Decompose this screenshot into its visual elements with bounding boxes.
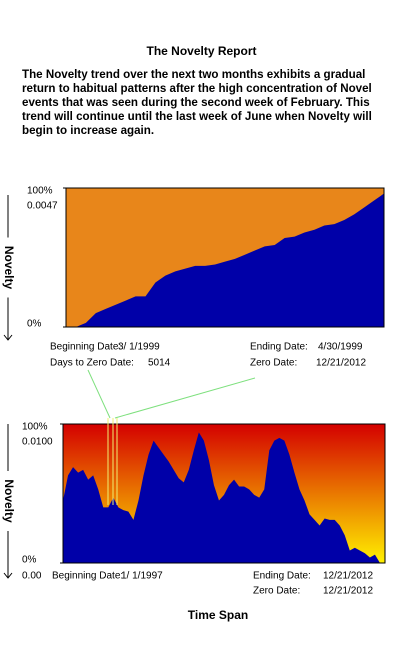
plot-frame bbox=[65, 187, 385, 328]
info-label: Ending Date: bbox=[250, 342, 308, 353]
info-value: 12/21/2012 bbox=[316, 358, 366, 369]
info-label: Days to Zero Date: bbox=[50, 358, 134, 369]
info-value: 3/ 1/1999 bbox=[118, 342, 160, 353]
y-tick-label: 0% bbox=[27, 319, 42, 330]
y-tick-label: 100% bbox=[22, 422, 48, 433]
info-value: 5014 bbox=[148, 358, 171, 369]
report-summary: The Novelty trend over the next two mont… bbox=[22, 68, 372, 137]
report-title: The Novelty Report bbox=[146, 44, 257, 58]
y-tick-label: 0% bbox=[22, 555, 37, 566]
y-annotation: 0.0047 bbox=[27, 201, 58, 212]
x-axis-label: Time Span bbox=[188, 608, 248, 622]
info-label: Beginning Date: bbox=[50, 342, 121, 353]
info-value: 1/ 1/1997 bbox=[121, 571, 163, 582]
y-axis-label: Novelty bbox=[2, 479, 16, 523]
y-annotation: 0.0100 bbox=[22, 437, 53, 448]
zoom-connector bbox=[114, 377, 256, 419]
info-label: Zero Date: bbox=[253, 586, 300, 597]
x-start-label: 0.00 bbox=[22, 571, 42, 582]
arrow-head bbox=[3, 334, 13, 341]
info-value: 12/21/2012 bbox=[323, 586, 373, 597]
y-axis-label: Novelty bbox=[2, 246, 16, 290]
info-label: Ending Date: bbox=[253, 571, 311, 582]
y-tick-label: 100% bbox=[27, 186, 53, 197]
zoom-connector bbox=[87, 369, 111, 419]
plot-frame bbox=[62, 423, 386, 564]
area bbox=[66, 193, 384, 327]
info-label: Beginning Date: bbox=[52, 571, 123, 582]
info-value: 4/30/1999 bbox=[318, 342, 363, 353]
area bbox=[63, 432, 385, 563]
info-value: 12/21/2012 bbox=[323, 571, 373, 582]
info-label: Zero Date: bbox=[250, 358, 297, 369]
arrow-head bbox=[3, 572, 13, 579]
